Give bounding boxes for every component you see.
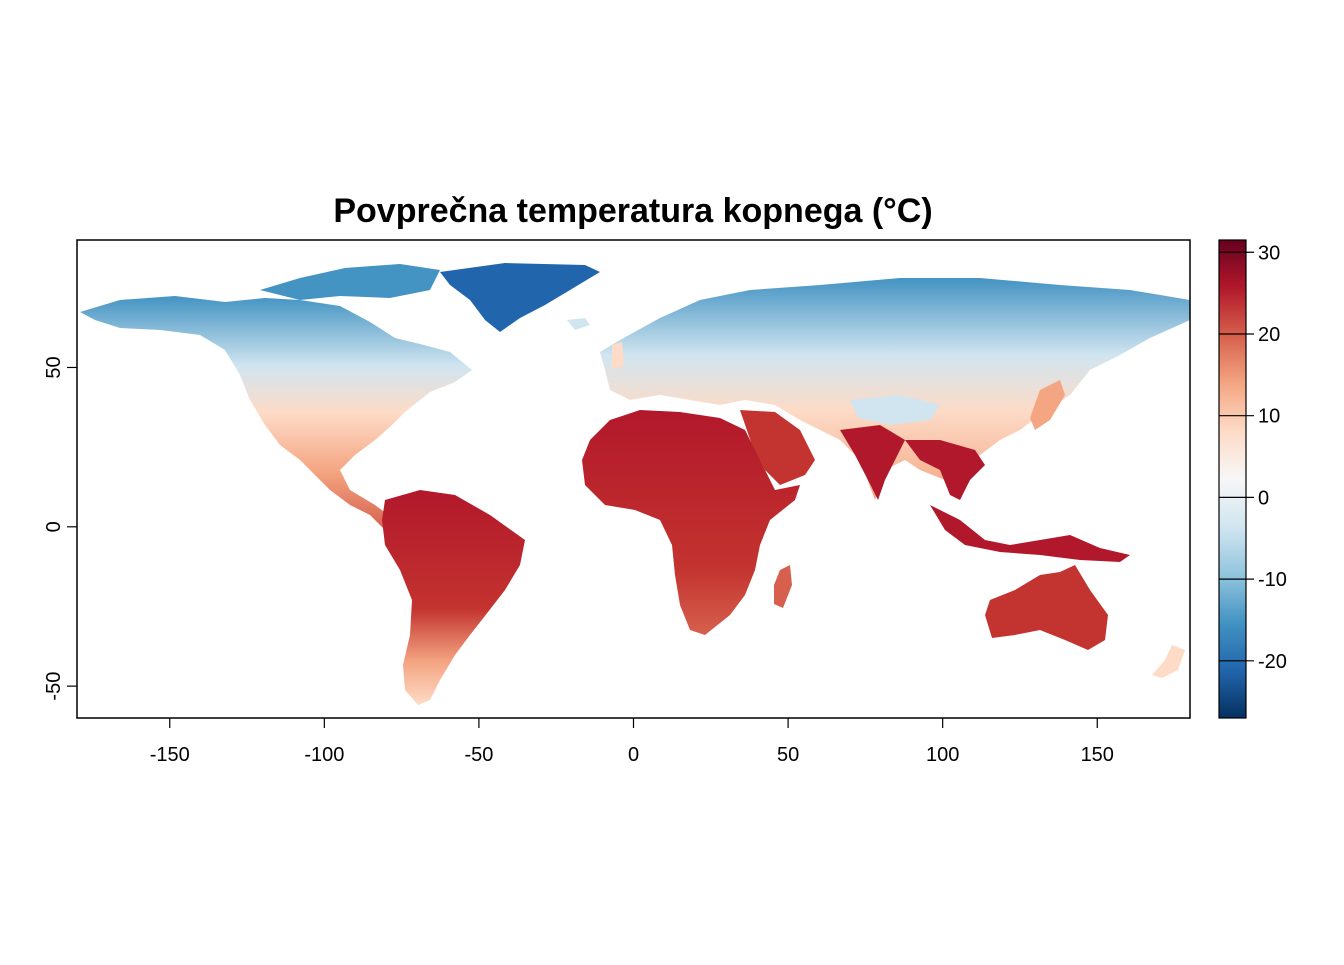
scale-tick-label: -10 [1258, 569, 1287, 591]
scale-tick-label: 30 [1258, 242, 1280, 264]
land-south-america [382, 490, 525, 705]
color-scale-bar [1218, 239, 1247, 719]
x-tick-label: 100 [926, 744, 959, 766]
scale-tick-label: 10 [1258, 406, 1280, 428]
color-scale-legend: 30 20 10 0 -10 -20 [1218, 239, 1287, 719]
x-axis: -150 -100 -50 0 50 100 150 [150, 718, 1114, 766]
x-tick-label: 0 [628, 744, 639, 766]
land-se-asia [905, 440, 985, 500]
scale-tick-label: 0 [1258, 487, 1269, 509]
x-tick-label: -50 [464, 744, 493, 766]
y-tick-label: -50 [43, 672, 65, 701]
map-title: Povprečna temperatura kopnega (°C) [333, 192, 932, 230]
x-tick-label: -100 [304, 744, 344, 766]
land-layer [80, 263, 1190, 705]
land-tibet [850, 395, 940, 425]
land-arabia [740, 410, 815, 485]
land-north-america [80, 296, 472, 530]
x-tick-label: 50 [777, 744, 799, 766]
land-new-zealand [1152, 645, 1185, 678]
land-indonesia [930, 505, 1130, 562]
land-india [840, 425, 905, 500]
y-axis: 50 0 -50 [43, 356, 77, 701]
land-madagascar [774, 565, 792, 608]
scale-tick-label: -20 [1258, 651, 1287, 673]
land-greenland [440, 263, 600, 332]
land-japan [1030, 380, 1065, 430]
scale-tick-label: 20 [1258, 324, 1280, 346]
y-tick-label: 50 [43, 356, 65, 378]
land-australia [985, 565, 1108, 650]
x-tick-label: -150 [150, 744, 190, 766]
land-eurasia [600, 278, 1190, 500]
land-arctic-islands [260, 264, 440, 300]
land-africa [582, 410, 800, 635]
x-tick-label: 150 [1081, 744, 1114, 766]
y-tick-label: 0 [43, 521, 65, 532]
land-uk [612, 342, 624, 370]
land-iceland [567, 318, 590, 330]
color-scale-ticks: 30 20 10 0 -10 -20 [1219, 242, 1287, 673]
